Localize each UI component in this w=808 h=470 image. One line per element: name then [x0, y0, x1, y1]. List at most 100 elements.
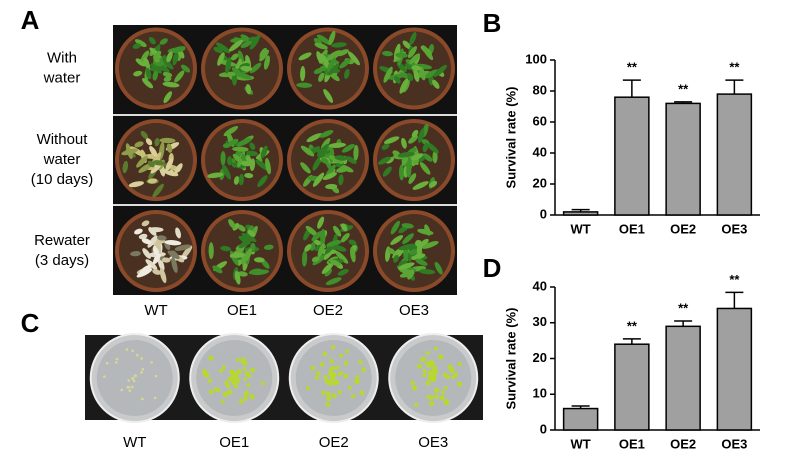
leaf — [142, 248, 151, 259]
seedling — [128, 389, 132, 392]
leaf — [419, 162, 431, 175]
leaf — [232, 153, 244, 165]
leaf — [390, 235, 404, 245]
row-label: water — [43, 69, 81, 86]
row-label: (10 days) — [31, 171, 94, 188]
leaf — [298, 52, 312, 61]
x-tick-label: OE1 — [619, 221, 645, 236]
leaf — [263, 55, 270, 70]
plate-inner — [96, 340, 173, 416]
seedling — [224, 380, 229, 386]
seedling — [115, 357, 119, 361]
seedling — [319, 362, 325, 367]
seedling — [131, 385, 134, 389]
seedling — [422, 373, 427, 378]
seedling — [343, 360, 349, 366]
leaf — [392, 150, 401, 157]
leaf — [234, 270, 241, 285]
leaf — [220, 151, 226, 166]
seedling — [239, 398, 243, 403]
seedling — [355, 374, 360, 379]
leaf — [313, 67, 324, 75]
leaf — [228, 219, 236, 229]
seedling — [358, 359, 363, 365]
leaf — [312, 172, 325, 187]
leaf — [382, 166, 392, 177]
seedling — [261, 381, 265, 386]
seedling — [328, 367, 333, 372]
leaf — [152, 160, 165, 166]
leaf — [128, 181, 144, 188]
leaf — [408, 173, 417, 184]
leaf — [407, 72, 414, 82]
row-label: (3 days) — [35, 252, 89, 269]
leaf — [153, 247, 159, 256]
seedling — [208, 355, 214, 361]
leaf — [150, 65, 160, 72]
leaf — [130, 251, 141, 257]
leaf — [238, 239, 252, 249]
seedling — [231, 380, 237, 386]
leaf — [265, 157, 271, 175]
leaf — [421, 241, 439, 249]
seedling — [141, 397, 144, 401]
leaf — [249, 142, 256, 150]
seedling — [457, 361, 462, 367]
significance: ** — [678, 81, 689, 96]
leaf — [322, 172, 337, 181]
seedling — [213, 386, 218, 392]
leaf — [329, 259, 341, 267]
seedling — [132, 379, 136, 383]
seedling — [131, 349, 134, 353]
x-tick-label: OE1 — [619, 436, 645, 451]
leaf — [325, 183, 338, 190]
x-tick-label: OE3 — [721, 221, 747, 236]
seedling — [354, 378, 360, 385]
leaf — [331, 42, 347, 48]
significance: ** — [678, 300, 689, 315]
leaf — [152, 70, 159, 81]
leaf — [317, 143, 329, 157]
leaf — [140, 50, 150, 62]
y-tick-label: 40 — [533, 278, 547, 293]
leaf — [138, 163, 153, 173]
x-tick-label: WT — [571, 436, 591, 451]
seedling — [127, 385, 131, 389]
y-tick-label: 20 — [533, 175, 547, 190]
seedling — [233, 371, 239, 377]
leaf — [312, 254, 327, 266]
leaf — [318, 72, 325, 82]
seedling — [114, 361, 118, 364]
leaf — [381, 143, 390, 150]
leaf — [174, 70, 185, 83]
seedling — [456, 381, 463, 387]
leaf — [248, 36, 258, 43]
leaf — [328, 142, 347, 148]
seedling — [428, 400, 435, 407]
bar — [614, 96, 650, 216]
seedling — [222, 391, 228, 398]
leaf — [429, 180, 438, 188]
seedling — [331, 393, 337, 399]
seedling — [343, 373, 349, 379]
leaf — [330, 67, 341, 74]
leaf — [233, 176, 240, 185]
leaf — [161, 257, 171, 263]
leaf — [153, 50, 162, 60]
row-label: Without — [37, 131, 89, 148]
seedling — [325, 391, 331, 397]
leaf — [325, 277, 342, 286]
seedling — [208, 389, 214, 395]
leaf — [317, 216, 325, 229]
seedling — [434, 394, 439, 400]
leaf — [263, 244, 274, 250]
leaf — [237, 50, 245, 66]
leaf — [399, 164, 405, 181]
leaf — [422, 45, 434, 61]
leaf — [336, 167, 348, 173]
seedling — [359, 390, 365, 396]
panel-label: D — [483, 253, 502, 283]
leaf — [251, 269, 269, 276]
seedling — [203, 372, 210, 378]
